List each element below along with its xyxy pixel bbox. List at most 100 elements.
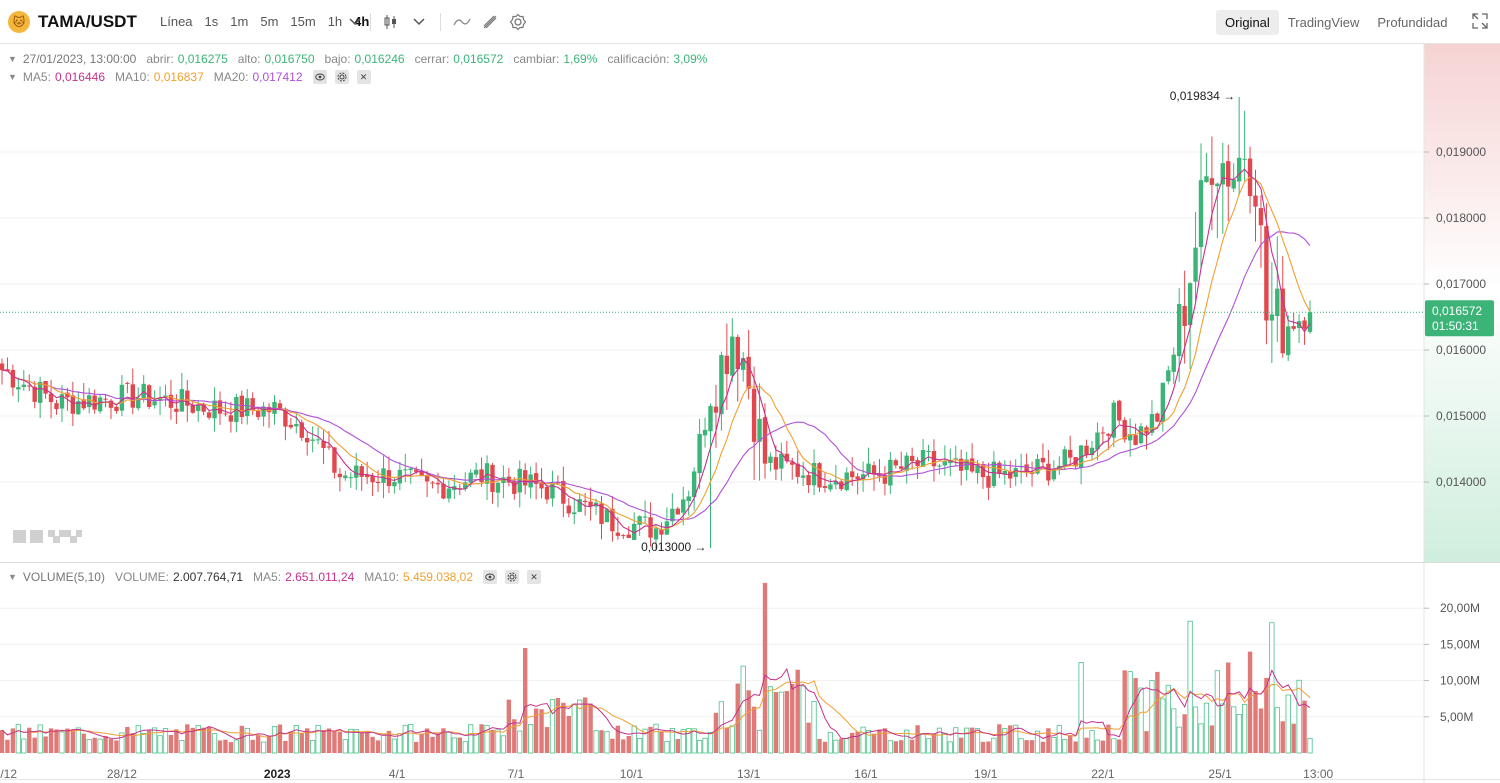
volume-bar bbox=[1203, 702, 1210, 754]
collapse-caret-icon[interactable]: ▼ bbox=[8, 72, 17, 82]
candle-body bbox=[430, 482, 435, 484]
collapse-caret-icon[interactable]: ▼ bbox=[8, 572, 17, 582]
candle-body bbox=[806, 475, 811, 486]
candle-body bbox=[948, 460, 953, 464]
candle-body bbox=[719, 355, 724, 415]
volume-bar bbox=[588, 703, 593, 753]
volume-bar bbox=[32, 737, 37, 753]
candle-body bbox=[1198, 180, 1204, 248]
volume-bar bbox=[1040, 741, 1046, 753]
candle-body bbox=[490, 464, 495, 492]
volume-bar bbox=[909, 739, 915, 753]
price-tick-label: 0,016000 bbox=[1436, 343, 1486, 357]
candle-body bbox=[1111, 402, 1116, 438]
candle-body bbox=[512, 480, 517, 494]
volume-bar bbox=[0, 730, 5, 753]
volume-bar bbox=[174, 729, 179, 753]
volume-bar bbox=[305, 728, 310, 753]
candle-body bbox=[326, 446, 332, 448]
high-value: 0,016750 bbox=[264, 52, 315, 66]
candle-body bbox=[424, 475, 430, 482]
candle-body bbox=[364, 474, 370, 478]
vol-ma10-value: 5.459.038,02 bbox=[402, 570, 474, 584]
interval-4h[interactable]: 4h bbox=[354, 14, 370, 29]
volume-bar bbox=[1018, 738, 1024, 754]
volume-bar bbox=[751, 706, 757, 753]
time-axis-label: 2023 bbox=[264, 767, 291, 781]
interval-1m[interactable]: 1m bbox=[230, 14, 249, 29]
volume-bar bbox=[936, 727, 943, 754]
volume-bar bbox=[1149, 680, 1155, 754]
price-tick-label: 0,015000 bbox=[1436, 409, 1486, 423]
volume-bar bbox=[103, 735, 108, 753]
view-original-tab[interactable]: Original bbox=[1216, 10, 1279, 35]
volume-bar bbox=[637, 737, 643, 754]
candle-body bbox=[610, 508, 615, 532]
draw-icon[interactable] bbox=[479, 12, 501, 32]
volume-bar bbox=[517, 730, 523, 754]
volume-bar bbox=[599, 730, 604, 753]
candle-body bbox=[1215, 183, 1220, 187]
close-icon[interactable]: ✕ bbox=[527, 570, 542, 584]
time-axis-label: 7/1 bbox=[508, 767, 525, 781]
low-label: bajo: bbox=[324, 52, 351, 66]
volume-bar bbox=[986, 741, 991, 753]
volume-bar bbox=[435, 733, 441, 753]
volume-bar bbox=[244, 727, 250, 754]
volume-bar bbox=[915, 725, 920, 753]
volume-bar bbox=[65, 728, 70, 753]
volume-bar bbox=[332, 731, 337, 753]
candle-body bbox=[1024, 464, 1029, 473]
eye-icon[interactable] bbox=[312, 70, 327, 84]
candle-body bbox=[855, 476, 860, 479]
interval-line[interactable]: Línea bbox=[160, 14, 193, 29]
volume-bar bbox=[735, 683, 740, 753]
low-value: 0,016246 bbox=[354, 52, 405, 66]
volume-bar bbox=[528, 724, 534, 754]
interval-15m[interactable]: 15m bbox=[290, 14, 316, 29]
candle-body bbox=[773, 457, 779, 470]
view-tradingview-tab[interactable]: TradingView bbox=[1287, 15, 1360, 30]
gear-icon[interactable] bbox=[334, 70, 349, 84]
volume-label: VOLUME: bbox=[114, 570, 169, 584]
candle-body bbox=[724, 355, 730, 375]
fullscreen-icon[interactable] bbox=[1472, 13, 1490, 31]
interval-5m[interactable]: 5m bbox=[260, 14, 279, 29]
candle-body bbox=[37, 381, 43, 403]
volume-bar bbox=[54, 729, 59, 753]
settings-icon[interactable] bbox=[507, 12, 529, 32]
candle-body bbox=[190, 404, 195, 413]
gear-icon[interactable] bbox=[505, 570, 520, 584]
volume-bar bbox=[833, 739, 839, 754]
interval-1h[interactable]: 1h bbox=[327, 14, 343, 29]
volume-bar bbox=[168, 734, 174, 753]
candle-body bbox=[16, 387, 21, 390]
candle-body bbox=[975, 465, 980, 474]
view-depth-tab[interactable]: Profundidad bbox=[1377, 15, 1448, 30]
eye-icon[interactable] bbox=[483, 570, 498, 584]
interval-dropdown-chevron-icon[interactable] bbox=[344, 12, 366, 32]
chevron-down-icon[interactable] bbox=[408, 12, 430, 32]
volume-bar bbox=[1144, 731, 1149, 753]
interval-1s[interactable]: 1s bbox=[204, 14, 219, 29]
ma5-value: 0,016446 bbox=[54, 70, 105, 84]
pair-title[interactable]: TAMA/USDT bbox=[38, 12, 137, 31]
candle-body bbox=[310, 439, 315, 441]
volume-bar bbox=[1220, 703, 1226, 754]
candle-body bbox=[642, 516, 648, 518]
close-icon[interactable]: ✕ bbox=[356, 70, 371, 84]
candle-body bbox=[1138, 426, 1144, 444]
close-label: cerrar: bbox=[414, 52, 450, 66]
candle-body bbox=[479, 469, 484, 483]
price-chart[interactable]: 0,019000 0,018000 0,017000 0,016000 0,015000… bbox=[0, 44, 1500, 783]
candle-body bbox=[152, 401, 157, 406]
candle-body bbox=[348, 477, 353, 479]
volume-bar bbox=[920, 733, 926, 754]
volume-bar bbox=[882, 728, 888, 753]
indicator-icon[interactable] bbox=[451, 12, 473, 32]
candle-body bbox=[1095, 432, 1100, 450]
volume-bar bbox=[1171, 708, 1177, 754]
candle-type-icon[interactable] bbox=[380, 12, 402, 32]
collapse-caret-icon[interactable]: ▼ bbox=[8, 54, 17, 64]
volume-bar bbox=[839, 738, 844, 753]
